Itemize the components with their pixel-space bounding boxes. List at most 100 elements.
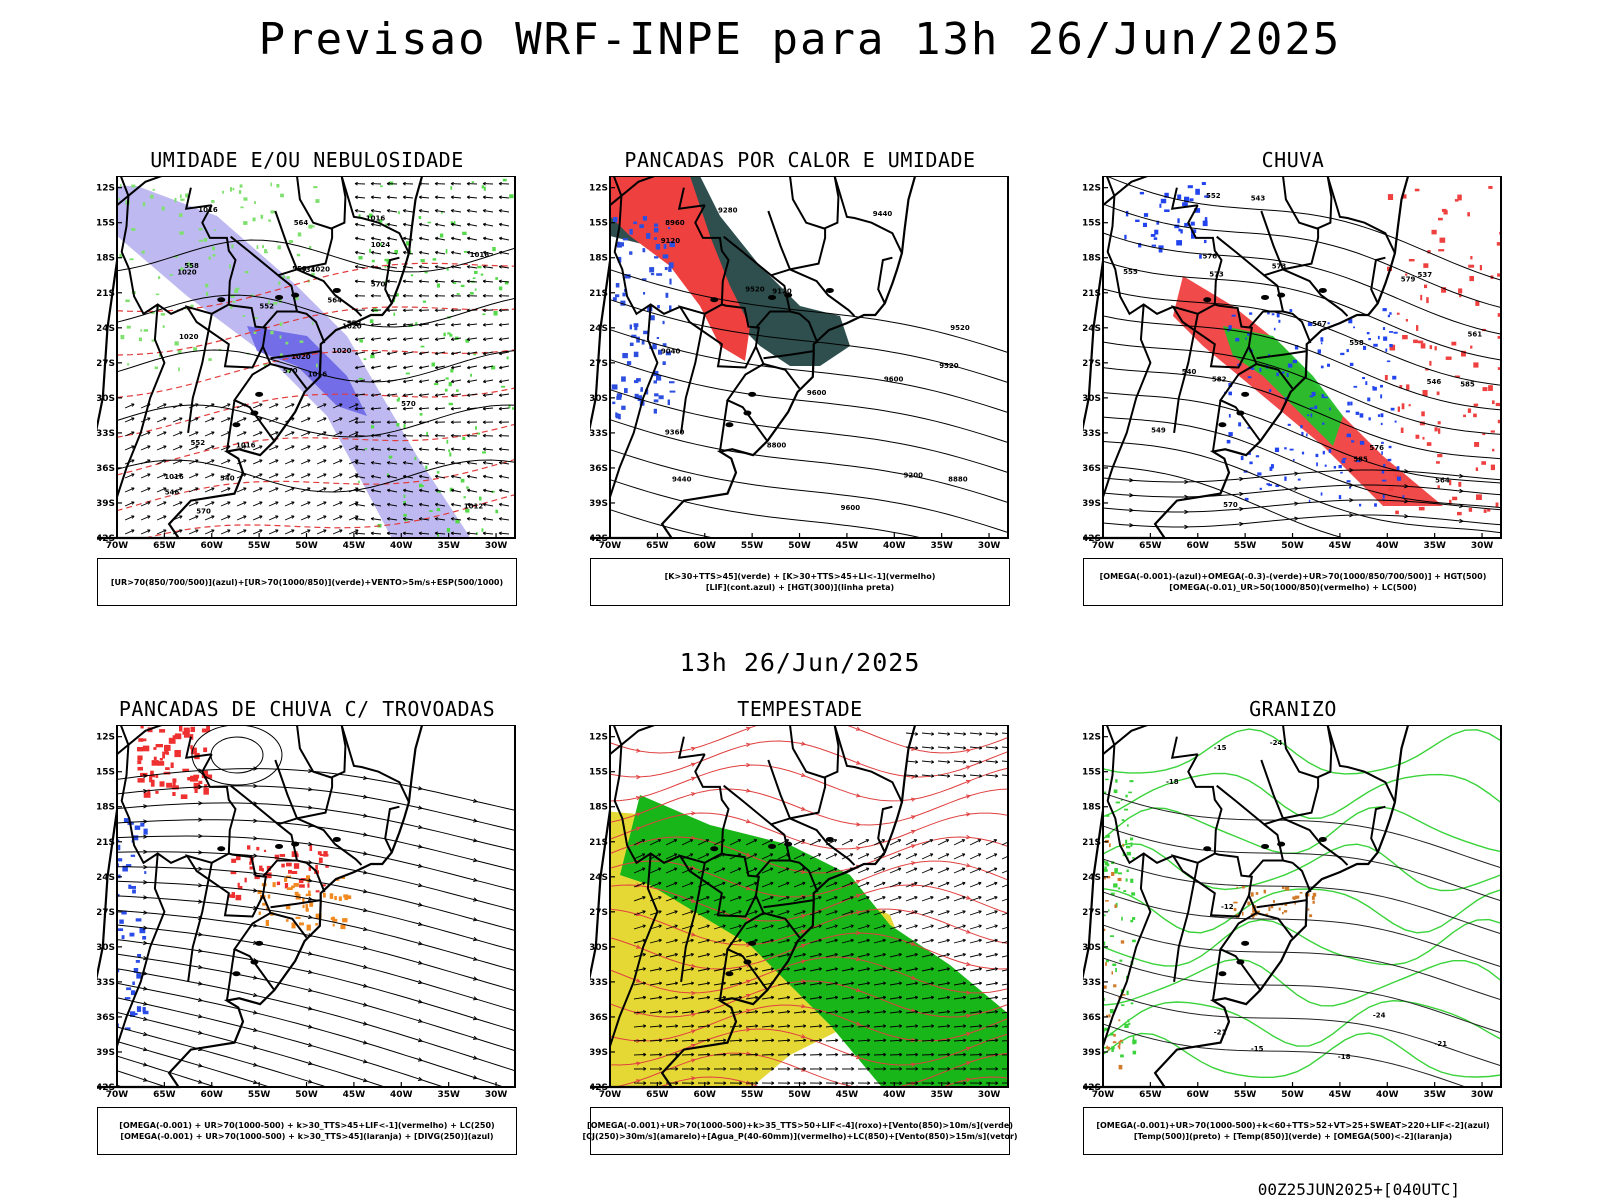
lon-tick-label: 70W [1092,541,1115,548]
streamline-arrow [307,914,314,920]
wind-850-vector [937,867,950,874]
wind-850-vector [969,732,983,736]
omega-0.001-cell [1182,202,1188,207]
wind-850-vector [969,1052,983,1057]
country-border [119,176,188,316]
country-border [184,736,212,759]
humidity-1000-850-cell [420,345,425,348]
wind-850-vector [713,867,726,874]
omega-0.001-cell [1187,185,1193,189]
omega-0.001-cell [1301,431,1304,436]
panel-granizo: GRANIZO -15 -18 -21 -24 -15 -18 -12 -21 -24 12S 15… [1083,697,1503,1172]
lat-tick-label: 27S [1083,359,1101,369]
wind-850-vector [665,1024,679,1028]
streamline-arrow [197,1030,204,1035]
lon-tick-label: 35W [437,541,460,548]
omega-0.001-cell [1228,414,1231,418]
divergence-blue-cell [142,936,147,940]
wind-850-vector [649,1024,663,1028]
streamline-arrow [417,1038,424,1043]
wind-vector [434,222,446,227]
wind-vector [466,502,478,507]
omega-0.001-cell [1329,407,1331,411]
thunderstorm-red-cell [190,726,195,732]
wind-850-vector [777,1052,791,1057]
lif-contour-cell [615,294,620,298]
map-frame [1102,725,1502,1088]
thunderstorm-red-cell [164,749,169,755]
humidity-1000-850-cell [297,232,302,237]
temp-850-cell [1110,892,1115,896]
wind-850-vector [841,896,854,902]
wind-vector [204,459,215,465]
thunderstorm-red-cell [254,874,260,880]
omega-ur-50-cell [1451,341,1457,346]
wind-850-vector [697,995,711,1000]
temp-850-cell [1103,914,1106,917]
humidity-1000-850-cell [482,451,487,454]
omega-ur-50-cell [1468,507,1473,512]
temp-850-cell [1095,785,1099,789]
omega-0.001-cell [1381,451,1383,455]
lat-tick-label: 30S [590,943,608,953]
wind-vector [466,474,478,479]
contour-label: 540 [220,475,235,483]
thunderstorm-orange-cell [291,922,296,929]
omega-ur-50-cell [1438,217,1443,221]
contour-label: -15 [1214,744,1227,752]
wind-850-vector [777,1067,791,1071]
humidity-1000-850-cell [506,356,509,360]
wind-vector [466,308,478,313]
lif-contour-cell [643,330,648,335]
humidity-1000-850-cell [431,362,436,367]
wind-vector [204,501,215,507]
wind-850-vector [745,1067,759,1071]
streamline-arrow [910,909,917,915]
temp-500-contour [1103,891,1501,968]
humidity-1000-850-cell [422,300,426,303]
streamline-arrow [472,818,479,823]
humidity-1000-850-cell [270,182,272,187]
contour-label: 1016 [164,473,184,481]
wind-vector [418,322,430,327]
wind-850-vector [921,924,934,930]
humidity-1000-850-cell [450,369,454,373]
wind-vector [220,417,231,423]
wind-850-vector [713,924,726,930]
wind-vector [332,515,343,521]
wind-vector [450,351,462,356]
wind-850-vector [905,1052,919,1057]
wind-850-vector [969,1038,983,1043]
temp-850-cell [1120,799,1123,802]
wind-850-vector [809,1024,823,1028]
humidity-1000-850-cell [473,352,477,356]
wind-850-vector [761,938,774,944]
wind-850-vector [937,1067,951,1071]
streamline-arrow [143,971,149,976]
thunderstorm-red-cell [276,881,281,886]
wind-850-vector [825,938,838,944]
panel-legend: [OMEGA(-0.001)+UR>70(1000-500)+k>35_TTS>… [582,1107,1018,1155]
omega-0.001-cell [1176,240,1182,246]
wind-850-vector [841,881,854,888]
omega-500-orange-cell [1105,900,1109,902]
humidity-1000-850-cell [234,289,239,293]
omega-ur-50-cell [1488,186,1493,189]
wind-vector [402,488,414,493]
streamline-arrow [966,863,972,868]
panel-title: CHUVA [1261,148,1325,172]
thunderstorm-red-cell [203,747,208,753]
wind-850-vector [937,774,951,778]
lat-tick-label: 18S [97,254,115,264]
lat-tick-label: 33S [1083,978,1101,988]
streamline-arrow [1184,479,1190,485]
temp-850-cell [1088,972,1091,976]
wind-vector [482,308,494,313]
wind-850-vector [953,732,967,736]
streamline-arrow [745,979,752,984]
streamline-arrow [636,841,642,846]
wind-850-vector [825,1038,839,1043]
omega-ur-50-cell [1405,273,1408,276]
humidity-1000-850-cell [239,184,243,188]
omega-ur-50-cell [1469,276,1474,282]
